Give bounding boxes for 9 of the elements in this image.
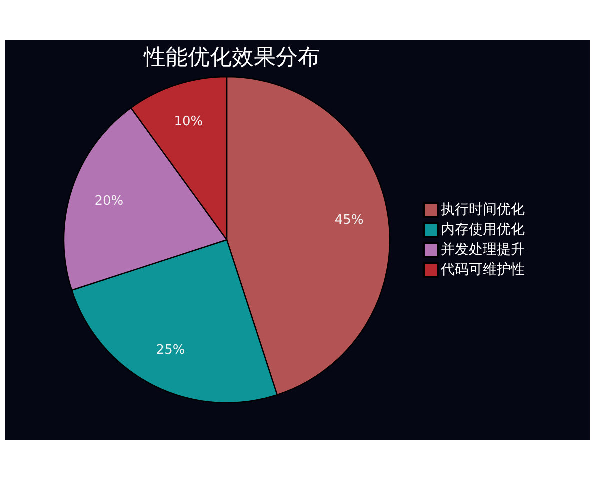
data-label: 10% [174, 114, 204, 130]
data-label: 45% [334, 213, 364, 228]
data-label: 25% [156, 342, 186, 358]
legend-label: 内存使用优化 [441, 222, 525, 238]
legend-label: 并发处理提升 [441, 242, 525, 258]
chart-title: 性能优化效果分布 [143, 46, 320, 70]
data-label: 20% [94, 194, 124, 210]
legend-label: 代码可维护性 [440, 262, 525, 278]
legend-label: 执行时间优化 [441, 202, 525, 218]
